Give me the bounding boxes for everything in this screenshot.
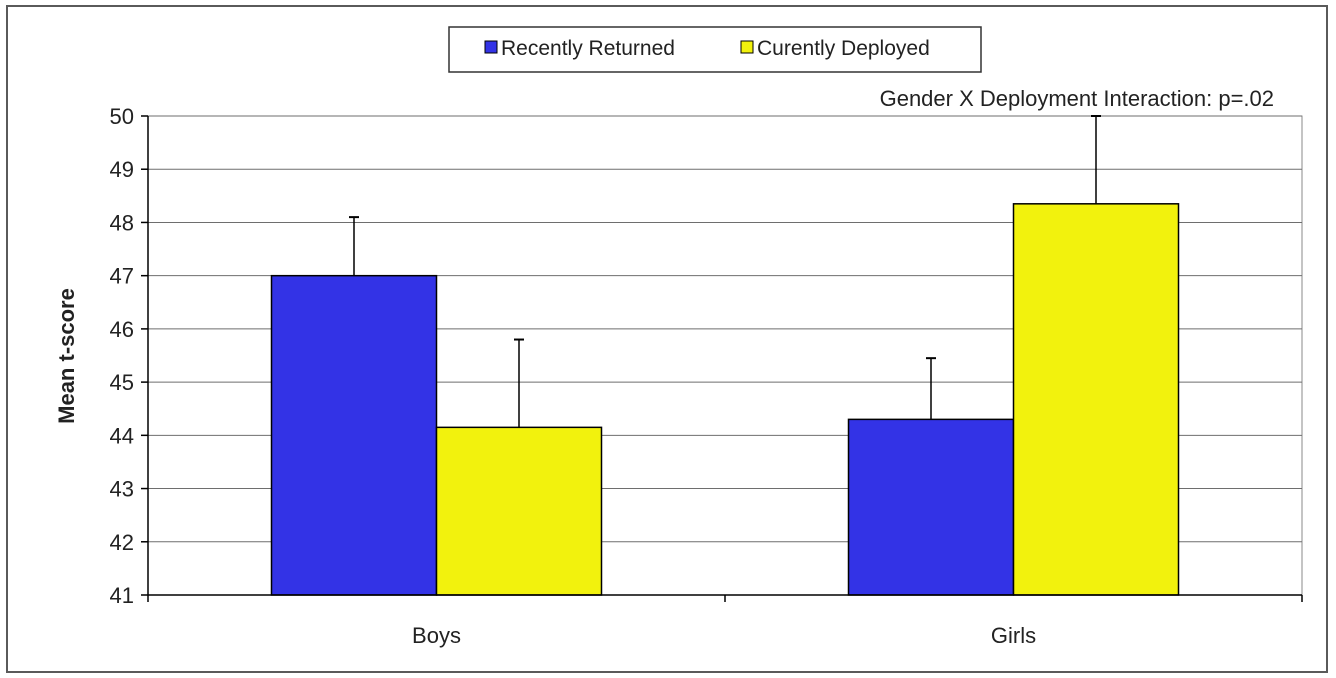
chart-frame: Recently Returned Curently Deployed Gend… [6, 5, 1328, 673]
y-tick-label: 42 [110, 530, 134, 555]
x-category-label: Boys [412, 623, 461, 648]
legend-box [448, 26, 982, 73]
y-tick-label: 45 [110, 370, 134, 395]
error-bars [349, 115, 1101, 428]
legend-label-recently-returned: Recently Returned [501, 37, 675, 60]
y-tick-label: 44 [110, 423, 134, 448]
y-tick-label: 46 [110, 317, 134, 342]
bar-girls-curently-deployed [1012, 203, 1180, 596]
legend-swatch-curently-deployed [740, 40, 754, 54]
legend-swatch-recently-returned [484, 40, 498, 54]
y-axis-ticks: 41 42 43 44 45 46 47 48 49 50 [110, 104, 148, 608]
annotation: Gender X Deployment Interaction: p=.02 [880, 86, 1274, 111]
y-tick-label: 49 [110, 157, 134, 182]
y-tick-label: 43 [110, 477, 134, 502]
bar-boys-curently-deployed [435, 426, 603, 596]
x-axis-categories: Boys Girls [412, 623, 1036, 648]
x-category-label: Girls [991, 623, 1036, 648]
legend: Recently Returned Curently Deployed [448, 26, 982, 73]
bars [270, 203, 1180, 596]
bar-girls-recently-returned [847, 418, 1015, 596]
chart-svg: Recently Returned Curently Deployed Gend… [54, 26, 1303, 648]
y-tick-label: 41 [110, 583, 134, 608]
y-tick-label: 48 [110, 210, 134, 235]
y-tick-label: 50 [110, 104, 134, 129]
legend-label-curently-deployed: Curently Deployed [757, 37, 930, 60]
bar-boys-recently-returned [270, 274, 438, 596]
y-tick-label: 47 [110, 264, 134, 289]
y-axis-label: Mean t-score [54, 288, 79, 424]
axes [147, 116, 1303, 602]
